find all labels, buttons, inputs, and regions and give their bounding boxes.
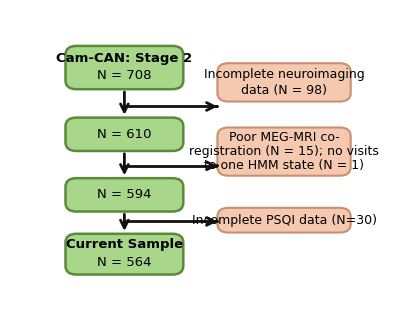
Text: data (N = 98): data (N = 98) xyxy=(241,84,327,97)
Text: registration (N = 15); no visits: registration (N = 15); no visits xyxy=(189,145,379,158)
Text: N = 594: N = 594 xyxy=(97,188,152,201)
FancyBboxPatch shape xyxy=(66,178,183,212)
Text: Cam-CAN: Stage 2: Cam-CAN: Stage 2 xyxy=(56,52,192,65)
FancyBboxPatch shape xyxy=(218,63,351,101)
Text: N = 564: N = 564 xyxy=(97,256,152,269)
FancyBboxPatch shape xyxy=(218,208,351,232)
FancyBboxPatch shape xyxy=(218,127,351,176)
FancyBboxPatch shape xyxy=(66,234,183,274)
Text: Incomplete neuroimaging: Incomplete neuroimaging xyxy=(204,68,364,81)
Text: N = 708: N = 708 xyxy=(97,69,152,82)
Text: N = 610: N = 610 xyxy=(97,128,152,141)
Text: to one HMM state (N = 1): to one HMM state (N = 1) xyxy=(204,160,364,172)
Text: Poor MEG-MRI co-: Poor MEG-MRI co- xyxy=(229,131,340,144)
FancyBboxPatch shape xyxy=(66,46,183,89)
Text: Incomplete PSQI data (N=30): Incomplete PSQI data (N=30) xyxy=(192,214,376,227)
Text: Current Sample: Current Sample xyxy=(66,238,183,251)
FancyBboxPatch shape xyxy=(66,117,183,151)
